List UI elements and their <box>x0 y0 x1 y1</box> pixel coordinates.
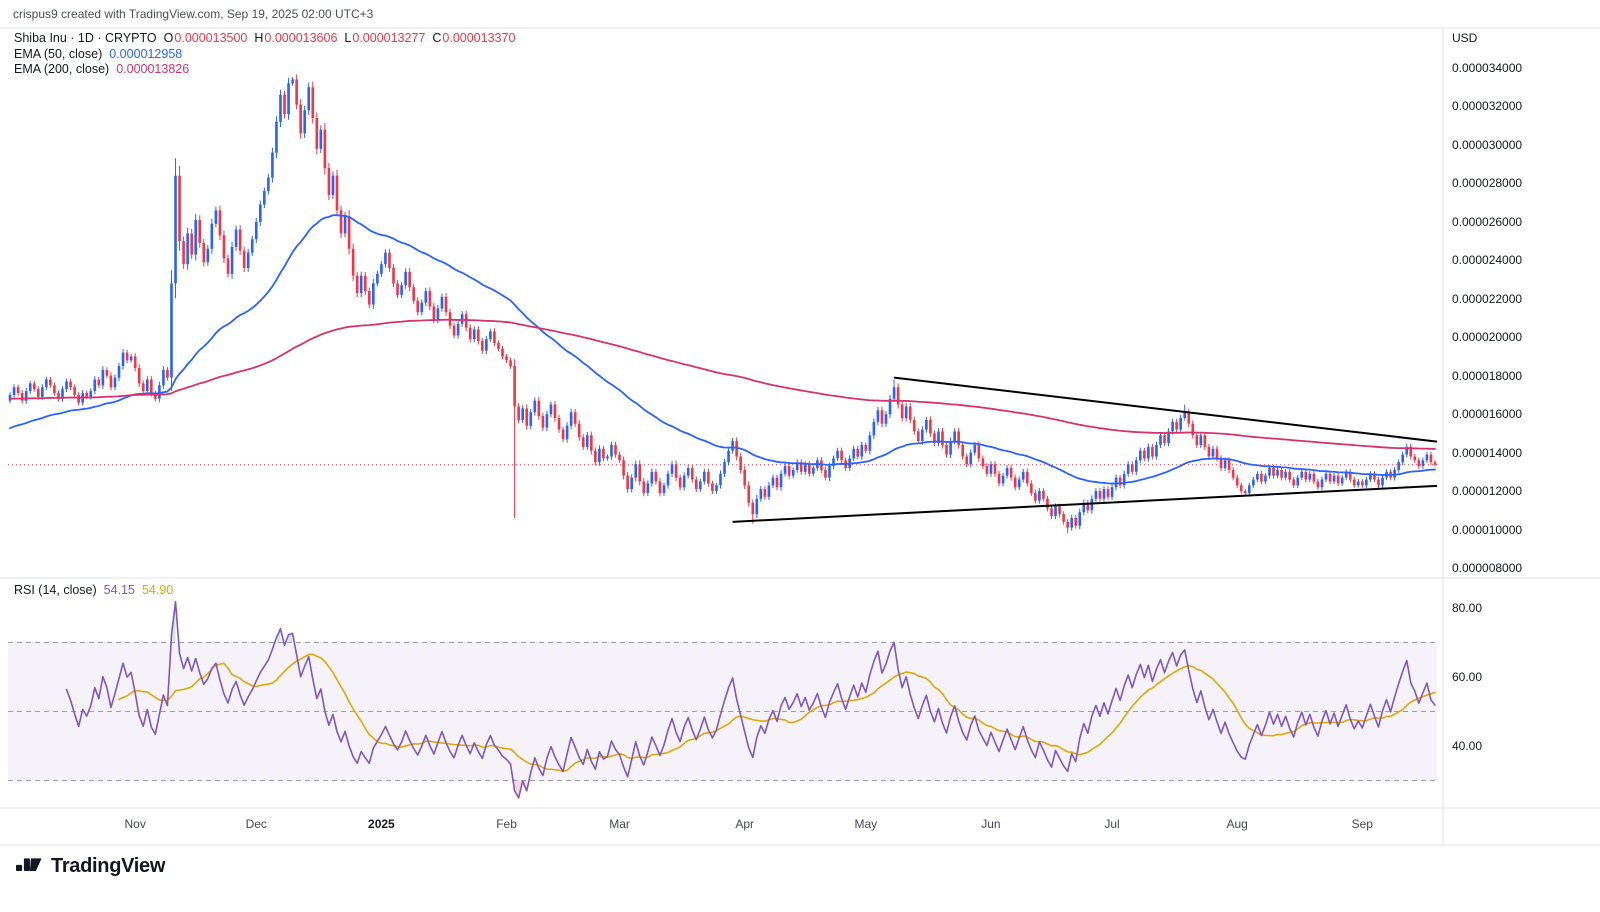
price-axis-unit: USD <box>1452 31 1478 45</box>
time-axis-label-feb: Feb <box>496 817 517 831</box>
rsi-legend-row[interactable]: RSI (14, close) 54.15 54.90 <box>14 583 173 597</box>
tradingview-brand-text[interactable]: TradingView <box>51 855 166 877</box>
price-axis-label: 0.000028000 <box>1452 176 1523 191</box>
attribution-bar: crispus9 created with TradingView.com, S… <box>0 0 1600 28</box>
ema50-label: EMA (50, close) <box>14 47 103 61</box>
trendline-resistance[interactable] <box>893 376 1438 443</box>
rsi-value: 54.15 <box>103 583 135 597</box>
rsi-axis-label: 60.00 <box>1452 670 1483 684</box>
footer: TradingView <box>16 853 165 880</box>
price-axis-label: 0.000018000 <box>1452 368 1523 383</box>
rsi-overbought-fill <box>288 633 293 643</box>
time-axis-label-dec: Dec <box>245 817 267 831</box>
ohlc-open: O 0.000013500 <box>163 31 248 45</box>
rsi-axis-label: 40.00 <box>1452 739 1483 753</box>
ema200-value: 0.000013826 <box>116 62 190 76</box>
price-axis-label: 0.000026000 <box>1452 214 1523 229</box>
price-axis-label: 0.000010000 <box>1452 522 1523 537</box>
time-axis-label-jun: Jun <box>981 817 1001 831</box>
time-axis-label-apr: Apr <box>735 817 755 831</box>
ohlc-high: H 0.000013606 <box>254 31 338 45</box>
ema50-value: 0.000012958 <box>109 47 183 61</box>
symbol-title: Shiba Inu · 1D · CRYPTO <box>14 31 157 45</box>
ema-200-line <box>9 318 1436 450</box>
price-axis-label: 0.000020000 <box>1452 330 1523 345</box>
price-axis-label: 0.000030000 <box>1452 137 1523 152</box>
ema50-legend-row[interactable]: EMA (50, close) 0.000012958 <box>14 47 182 61</box>
price-axis-label: 0.000034000 <box>1452 61 1523 75</box>
symbol-legend-row[interactable]: Shiba Inu · 1D · CRYPTO O 0.000013500 H 0.… <box>14 31 515 45</box>
ohlc-close: C 0.000013370 <box>432 31 516 45</box>
time-axis-label-2025: 2025 <box>368 817 395 831</box>
time-axis-label-sep: Sep <box>1351 817 1373 831</box>
time-axis-label-nov: Nov <box>124 817 146 831</box>
ohlc-low: L 0.000013277 <box>344 31 426 45</box>
price-axis-label: 0.000024000 <box>1452 253 1523 268</box>
rsi-plot[interactable] <box>65 600 1436 799</box>
candles[interactable] <box>8 74 1437 534</box>
time-axis-label-jul: Jul <box>1104 817 1120 831</box>
price-axis[interactable]: USD 0.000034000 0.000032000 0.000030000 0.0… <box>1443 0 1600 845</box>
time-axis-label-may: May <box>854 817 878 831</box>
price-axis-label: 0.000032000 <box>1452 99 1523 114</box>
price-axis-label: 0.000014000 <box>1452 445 1523 460</box>
time-axis-label-aug: Aug <box>1226 817 1248 831</box>
attribution-text: crispus9 created with TradingView.com, S… <box>13 7 374 21</box>
price-axis-label: 0.000012000 <box>1452 484 1523 499</box>
rsi-label: RSI (14, close) <box>14 583 97 597</box>
tradingview-logo-icon[interactable] <box>16 853 42 880</box>
time-axis[interactable]: Nov Dec 2025 Feb Mar Apr May Jun Jul Aug Sep <box>0 808 1600 845</box>
price-axis-label: 0.000008000 <box>1452 561 1523 575</box>
rsi-line <box>65 600 1436 799</box>
ema200-legend-row[interactable]: EMA (200, close) 0.000013826 <box>14 62 189 76</box>
trendline-support[interactable] <box>732 484 1438 523</box>
rsi-axis-label: 80.00 <box>1452 601 1483 615</box>
ema-50-line <box>9 214 1436 485</box>
price-axis-label: 0.000022000 <box>1452 291 1523 306</box>
ema200-label: EMA (200, close) <box>14 62 110 76</box>
price-axis-label: 0.000016000 <box>1452 407 1523 422</box>
time-axis-label-mar: Mar <box>609 817 630 831</box>
rsi-ma-value: 54.90 <box>141 583 174 597</box>
